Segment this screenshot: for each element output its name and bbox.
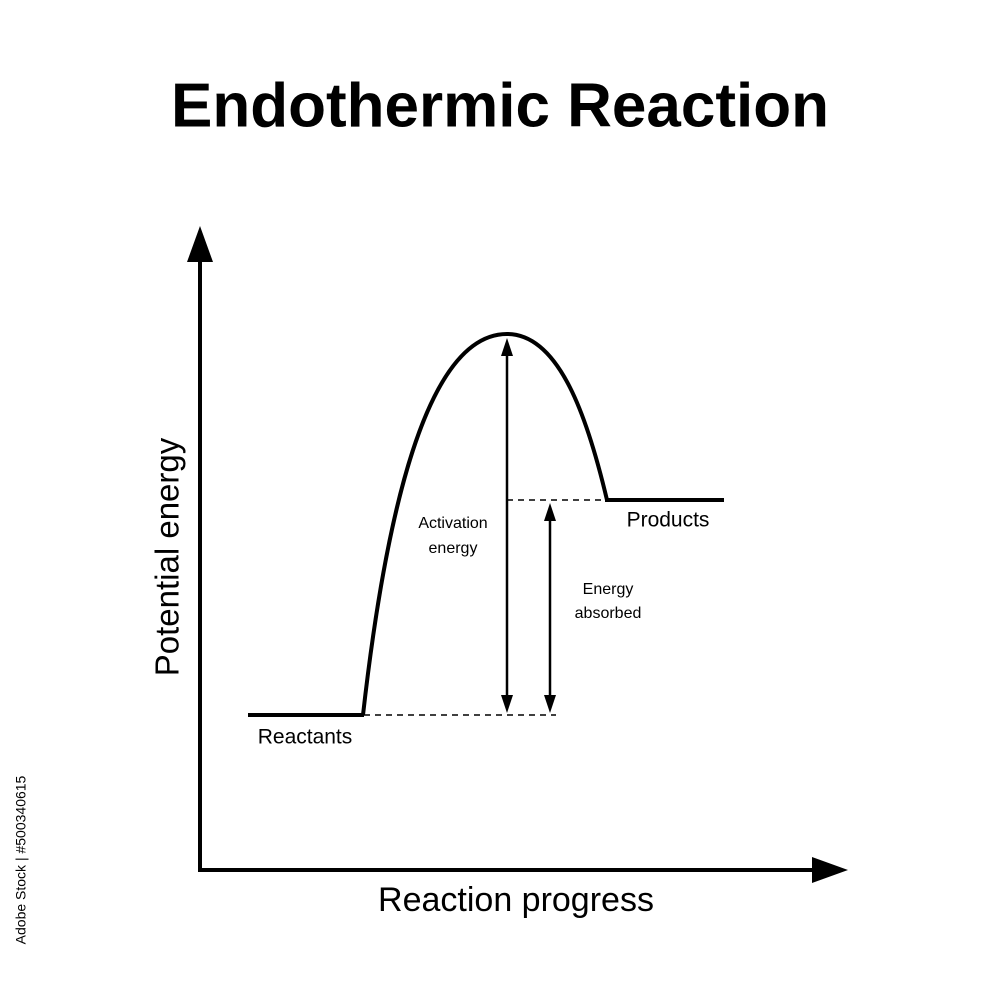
- activation-label: energy: [429, 540, 478, 557]
- x-axis-label: Reaction progress: [378, 881, 654, 919]
- absorbed-label: absorbed: [575, 605, 642, 622]
- axes: [198, 255, 820, 872]
- arrowhead: [501, 338, 513, 356]
- arrowhead: [544, 695, 556, 713]
- products-label: Products: [627, 509, 710, 532]
- y-axis-label: Potential energy: [149, 437, 186, 676]
- reactants-label: Reactants: [258, 726, 353, 749]
- arrowhead: [544, 503, 556, 521]
- title: Endothermic Reaction: [171, 71, 829, 140]
- activation-label: Activation: [418, 515, 487, 532]
- arrows: [505, 350, 552, 700]
- energy-curve: [248, 331, 724, 717]
- y-arrowhead: [187, 226, 213, 262]
- arrowhead: [501, 695, 513, 713]
- guides: [364, 499, 605, 716]
- x-arrowhead: [812, 857, 848, 883]
- absorbed-label: Energy: [583, 581, 634, 598]
- reaction-curve: [361, 331, 609, 716]
- watermark: Adobe Stock | #500340615: [13, 775, 29, 944]
